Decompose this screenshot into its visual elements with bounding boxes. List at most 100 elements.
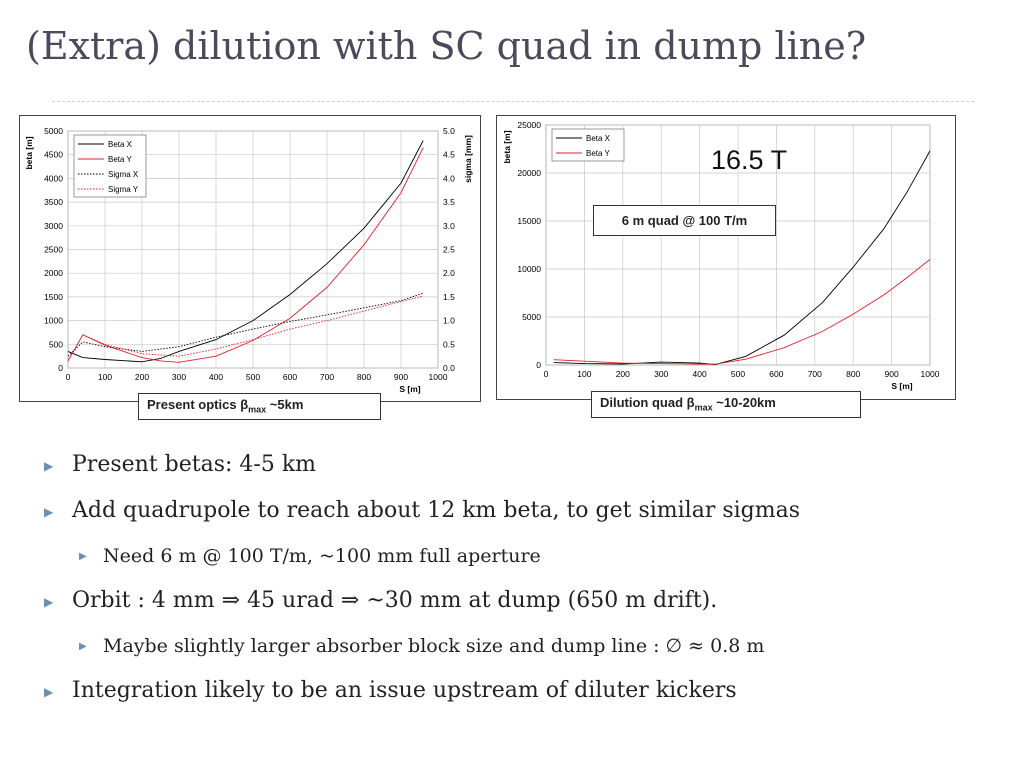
x-tick-label: 400 bbox=[209, 372, 223, 382]
legend-box bbox=[73, 134, 147, 198]
bullet-arrow-icon: ▶ bbox=[44, 685, 54, 699]
y2-tick-label: 0.5 bbox=[443, 339, 455, 349]
x-tick-label: 700 bbox=[808, 369, 822, 379]
bullet-item: ▶ Add quadrupole to reach about 12 km bet… bbox=[42, 496, 1012, 542]
bullet-arrow-icon: ▶ bbox=[44, 505, 54, 519]
y2-tick-label: 2.5 bbox=[443, 245, 455, 255]
y-tick-label: 1000 bbox=[44, 316, 63, 326]
y2-axis-label: sigma [mm] bbox=[463, 135, 473, 183]
y-tick-label: 0 bbox=[536, 360, 541, 370]
bullet-text: Present betas: 4-5 km bbox=[72, 452, 317, 477]
bullet-item: ▶ Present betas: 4-5 km bbox=[42, 450, 1012, 496]
bullet-arrow-icon: ▶ bbox=[44, 459, 54, 473]
y-tick-label: 4500 bbox=[44, 150, 63, 160]
bullet-arrow-icon: ▶ bbox=[44, 595, 54, 609]
y-tick-label: 1500 bbox=[44, 292, 63, 302]
sub-bullet-item: ▶ Need 6 m @ 100 T/m, ~100 mm full apertu… bbox=[42, 542, 1012, 586]
x-tick-label: 0 bbox=[66, 372, 71, 382]
y2-tick-label: 2.0 bbox=[443, 268, 455, 278]
x-tick-label: 300 bbox=[654, 369, 668, 379]
x-tick-label: 900 bbox=[885, 369, 899, 379]
x-tick-label: 300 bbox=[172, 372, 186, 382]
x-tick-label: 500 bbox=[731, 369, 745, 379]
y-tick-label: 500 bbox=[49, 339, 63, 349]
legend-box bbox=[551, 128, 625, 162]
dilution-quad-chart: 0 100 200 300 400 500 600 700 800 900 1000 0 5000 100… bbox=[496, 115, 956, 400]
caption-left-text: Present optics β bbox=[147, 397, 249, 412]
sub-bullet-item: ▶ Maybe slightly larger absorber block si… bbox=[42, 632, 1012, 676]
y-tick-label: 4000 bbox=[44, 173, 63, 183]
x-tick-label: 200 bbox=[616, 369, 630, 379]
present-optics-chart: 0 100 200 300 400 500 600 700 800 900 1000 0 500 1000… bbox=[19, 115, 481, 402]
caption-left-sub: max bbox=[248, 404, 267, 415]
present-optics-plot: 0 100 200 300 400 500 600 700 800 900 1000 0 500 1000… bbox=[24, 126, 473, 394]
series-line-sigma-x bbox=[67, 292, 424, 357]
series-line-beta-y bbox=[67, 147, 424, 363]
x-tick-label: 600 bbox=[283, 372, 297, 382]
y-tick-label: 0 bbox=[58, 363, 63, 373]
y2-tick-label: 1.0 bbox=[443, 316, 455, 326]
bullet-text: Maybe slightly larger absorber block siz… bbox=[103, 635, 765, 657]
x-tick-label: 500 bbox=[246, 372, 260, 382]
bullet-arrow-icon: ▶ bbox=[79, 551, 87, 562]
bullet-text: Add quadrupole to reach about 12 km beta… bbox=[72, 498, 801, 523]
field-label: 16.5 T bbox=[711, 145, 788, 175]
dilution-quad-plot: 0 100 200 300 400 500 600 700 800 900 100005000100… bbox=[502, 120, 940, 391]
legend-label: Beta Y bbox=[108, 155, 133, 164]
x-tick-label: 800 bbox=[846, 369, 860, 379]
series-line-beta-x bbox=[67, 140, 424, 363]
x-tick-label: 100 bbox=[577, 369, 591, 379]
y-tick-label: 5000 bbox=[44, 126, 63, 136]
y2-tick-label: 4.0 bbox=[443, 173, 455, 183]
dilution-quad-caption: Dilution quad βmax ~10-20km bbox=[591, 391, 861, 418]
x-axis-label: S [m] bbox=[891, 381, 912, 391]
caption-right-text: Dilution quad β bbox=[600, 395, 695, 410]
y-axis-label: beta [m] bbox=[502, 130, 512, 163]
bullet-arrow-icon: ▶ bbox=[79, 641, 87, 652]
caption-right-sub: max bbox=[694, 402, 713, 413]
x-tick-label: 100 bbox=[98, 372, 112, 382]
y-tick-label: 25000 bbox=[517, 120, 541, 130]
x-tick-label: 1000 bbox=[921, 369, 940, 379]
present-optics-caption: Present optics βmax ~5km bbox=[138, 393, 381, 420]
y-tick-label: 15000 bbox=[517, 216, 541, 226]
title-divider bbox=[52, 101, 974, 102]
y2-tick-label: 3.5 bbox=[443, 197, 455, 207]
x-tick-label: 600 bbox=[769, 369, 783, 379]
legend-label: Sigma X bbox=[108, 170, 139, 179]
legend-label: Beta X bbox=[586, 134, 611, 143]
slide-title: (Extra) dilution with SC quad in dump li… bbox=[26, 24, 867, 68]
x-tick-label: 0 bbox=[544, 369, 549, 379]
bullet-text: Integration likely to be an issue upstre… bbox=[72, 678, 737, 703]
caption-left-post: ~5km bbox=[266, 397, 304, 412]
legend-label: Sigma Y bbox=[108, 185, 139, 194]
y-tick-label: 10000 bbox=[517, 264, 541, 274]
x-tick-label: 700 bbox=[320, 372, 334, 382]
bullet-item: ▶ Orbit : 4 mm ⇒ 45 urad ⇒ ~30 mm at dump… bbox=[42, 586, 1012, 632]
y-axis-label: beta [m] bbox=[24, 136, 34, 169]
caption-right-post: ~10-20km bbox=[712, 395, 776, 410]
bullet-list: ▶ Present betas: 4-5 km ▶ Add quadrupole t… bbox=[42, 450, 1012, 722]
y2-tick-label: 4.5 bbox=[443, 150, 455, 160]
series-line-beta-y bbox=[553, 259, 931, 365]
x-tick-label: 900 bbox=[394, 372, 408, 382]
y-tick-label: 2500 bbox=[44, 245, 63, 255]
y-tick-label: 3000 bbox=[44, 221, 63, 231]
y2-tick-label: 3.0 bbox=[443, 221, 455, 231]
legend-label: Beta X bbox=[108, 140, 133, 149]
x-tick-label: 1000 bbox=[429, 372, 448, 382]
y-tick-label: 5000 bbox=[522, 312, 541, 322]
y2-tick-label: 5.0 bbox=[443, 126, 455, 136]
x-tick-label: 400 bbox=[693, 369, 707, 379]
quad-spec-box: 6 m quad @ 100 T/m bbox=[593, 205, 776, 236]
x-tick-label: 200 bbox=[135, 372, 149, 382]
x-axis-label: S [m] bbox=[399, 384, 420, 394]
x-tick-label: 800 bbox=[357, 372, 371, 382]
y-tick-label: 20000 bbox=[517, 168, 541, 178]
y2-tick-label: 1.5 bbox=[443, 292, 455, 302]
y-tick-label: 2000 bbox=[44, 268, 63, 278]
series-line-sigma-y bbox=[67, 295, 424, 362]
legend-label: Beta Y bbox=[586, 149, 611, 158]
y2-tick-label: 0.0 bbox=[443, 363, 455, 373]
bullet-item: ▶ Integration likely to be an issue upstr… bbox=[42, 676, 1012, 722]
